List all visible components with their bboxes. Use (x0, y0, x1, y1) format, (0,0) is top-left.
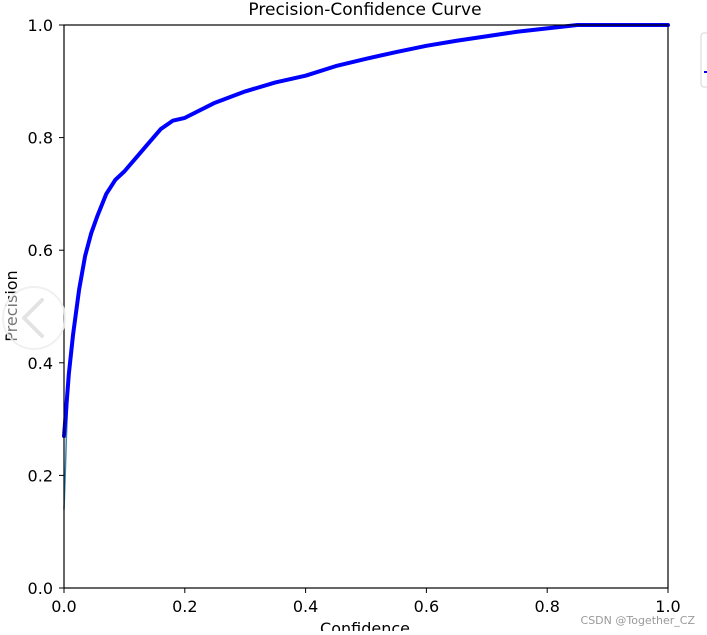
legend-box (700, 32, 707, 88)
x-tick-label: 0.2 (172, 597, 197, 616)
plot-frame (63, 24, 669, 589)
x-tick-label: 0.6 (414, 597, 439, 616)
y-tick-label: 1.0 (28, 16, 53, 35)
x-axis-ticks: 0.0 0.2 0.4 0.6 0.8 1.0 (51, 588, 681, 616)
y-tick-label: 0.0 (28, 579, 53, 598)
y-tick-label: 0.2 (28, 466, 53, 485)
watermark-text: CSDN @Together_CZ (581, 614, 696, 627)
legend-frame (700, 32, 707, 88)
x-tick-label: 0.8 (534, 597, 559, 616)
back-button[interactable] (2, 286, 66, 350)
y-tick-label: 0.4 (28, 354, 53, 373)
x-tick-label: 0.4 (293, 597, 318, 616)
x-tick-label: 0.0 (51, 597, 76, 616)
chevron-left-icon (22, 298, 44, 338)
x-tick-label: 1.0 (655, 597, 680, 616)
aggregate-series-line (62, 23, 670, 438)
page-back-overlay[interactable] (2, 286, 66, 350)
y-tick-label: 0.8 (28, 129, 53, 148)
y-axis-label: Precision (2, 270, 21, 341)
y-tick-label: 0.6 (28, 241, 53, 260)
y-axis-ticks: 0.0 0.2 0.4 0.6 0.8 1.0 (28, 16, 64, 598)
chart-title: Precision-Confidence Curve (248, 0, 481, 20)
plot-series-layer (62, 23, 670, 510)
x-axis-label: Confidence (320, 619, 410, 631)
